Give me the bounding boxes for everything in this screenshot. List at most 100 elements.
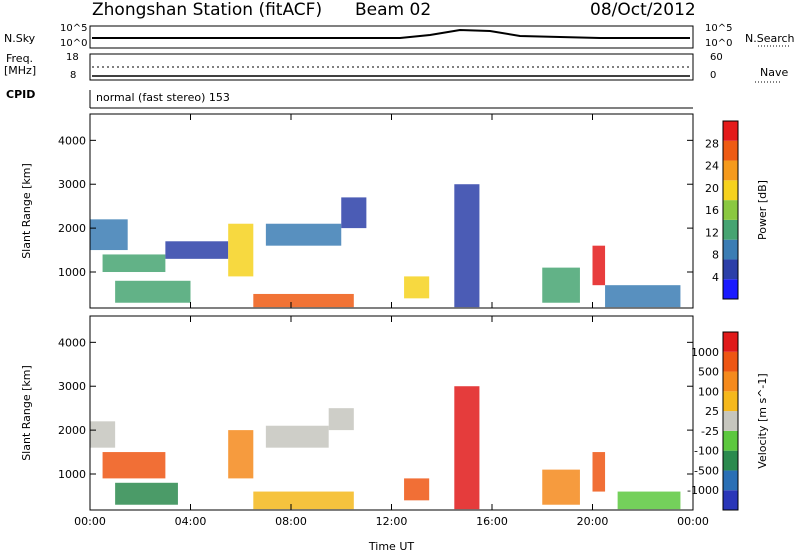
nsky-trace (92, 28, 690, 39)
velocity-region-10 (592, 452, 606, 492)
velocity-region-6 (328, 408, 354, 431)
velocity-region-8 (454, 386, 480, 510)
power-region-8 (404, 276, 430, 299)
nsky-label: N.Sky (4, 32, 36, 45)
power-colorbar-seg-5 (723, 180, 738, 201)
nsearch-label: N.Search (745, 32, 795, 45)
velocity-colorbar-seg-6 (723, 371, 738, 392)
power-region-7 (341, 197, 367, 229)
xtick-label-1: 04:00 (175, 515, 207, 528)
nsearch-tick-top: 10^5 (705, 23, 733, 34)
power-colorbar-label-0: 28 (705, 137, 719, 150)
nave-label: Nave (760, 66, 789, 79)
cpid-text: normal (fast stereo) 153 (96, 91, 230, 104)
power-colorbar-seg-0 (723, 279, 738, 299)
power-region-12 (605, 285, 681, 308)
power-region-6 (265, 223, 342, 246)
velocity-region-3 (228, 430, 254, 479)
freq-label-1: Freq. (6, 52, 34, 65)
velocity-colorbar-title: Velocity [m s^-1] (756, 373, 769, 468)
velocity-colorbar-seg-5 (723, 391, 738, 412)
velocity-colorbar-label-2: 100 (698, 385, 719, 398)
velocity-region-1 (102, 452, 166, 479)
velocity-colorbar-seg-2 (723, 450, 738, 471)
station-title: Zhongshan Station (fitACF) (92, 0, 323, 20)
freq-tick-bottom: 8 (70, 70, 77, 81)
freq-panel-frame (89, 53, 694, 81)
velocity-region-7 (404, 478, 430, 501)
velocity-region-11 (617, 491, 681, 510)
power-colorbar-label-4: 12 (705, 226, 719, 239)
power-region-10 (542, 267, 580, 303)
power-region-2 (115, 280, 191, 303)
power-region-3 (165, 241, 229, 259)
power-colorbar-seg-4 (723, 200, 738, 220)
xtick-label-6: 00:00 (677, 515, 709, 528)
beam-title: Beam 02 (355, 0, 432, 20)
power-colorbar-label-2: 20 (705, 182, 719, 195)
velocity-ytick-label-1: 2000 (58, 424, 86, 437)
xtick-label-5: 20:00 (577, 515, 609, 528)
velocity-region-5 (265, 425, 329, 448)
nsky-tick-bottom: 10^0 (60, 38, 88, 49)
power-ytick-label-3: 4000 (58, 134, 86, 147)
power-ylabel: Slant Range [km] (20, 163, 33, 259)
power-colorbar-seg-2 (723, 239, 738, 260)
velocity-colorbar-seg-8 (723, 332, 738, 352)
velocity-colorbar-seg-3 (723, 430, 738, 451)
power-colorbar-frame (722, 120, 739, 300)
xtick-label-3: 12:00 (376, 515, 408, 528)
power-colorbar-seg-6 (723, 160, 738, 181)
velocity-colorbar-label-7: -1000 (687, 484, 719, 497)
velocity-colorbar-label-3: 25 (705, 405, 719, 418)
xtick-label-4: 16:00 (476, 515, 508, 528)
velocity-region-4 (253, 491, 354, 510)
velocity-region-0 (90, 421, 116, 448)
velocity-colorbar-label-1: 500 (698, 366, 719, 379)
power-region-9 (454, 184, 480, 308)
nave-tick-bottom: 0 (710, 70, 717, 81)
velocity-colorbar-label-0: 1000 (691, 346, 719, 359)
freq-label-2: [MHz] (4, 64, 37, 77)
power-colorbar-seg-8 (723, 121, 738, 141)
power-ytick-label-1: 2000 (58, 222, 86, 235)
power-region-0 (90, 219, 128, 251)
nsearch-tick-bottom: 10^0 (705, 38, 733, 49)
power-region-1 (102, 254, 166, 273)
power-region-11 (592, 245, 606, 286)
nsky-panel-frame (89, 25, 694, 49)
velocity-ylabel: Slant Range [km] (20, 365, 33, 461)
velocity-ytick-label-0: 1000 (58, 468, 86, 481)
cpid-label: CPID (6, 88, 36, 101)
velocity-ytick-label-3: 4000 (58, 336, 86, 349)
power-colorbar-title: Power [dB] (756, 180, 769, 240)
power-region-4 (228, 223, 254, 277)
nave-tick-top: 60 (710, 52, 723, 63)
velocity-colorbar-seg-1 (723, 470, 738, 491)
velocity-colorbar-seg-7 (723, 351, 738, 372)
power-ytick-label-2: 3000 (58, 178, 86, 191)
power-ytick-label-0: 1000 (58, 266, 86, 279)
power-colorbar-label-5: 8 (712, 249, 719, 262)
date-title: 08/Oct/2012 (590, 0, 696, 20)
xaxis-label: Time UT (368, 540, 414, 553)
xtick-label-0: 00:00 (74, 515, 106, 528)
velocity-colorbar-frame (722, 331, 739, 511)
velocity-colorbar-seg-0 (723, 490, 738, 510)
power-colorbar-label-6: 4 (712, 271, 719, 284)
freq-tick-top: 18 (66, 52, 79, 63)
velocity-colorbar-seg-4 (723, 411, 738, 431)
velocity-colorbar-label-5: -100 (694, 445, 719, 458)
power-colorbar-seg-7 (723, 140, 738, 161)
velocity-ytick-label-2: 3000 (58, 380, 86, 393)
power-region-5 (253, 293, 354, 308)
velocity-region-2 (115, 482, 178, 505)
power-colorbar-seg-1 (723, 259, 738, 280)
power-colorbar-label-3: 16 (705, 204, 719, 217)
velocity-colorbar-label-6: -500 (694, 464, 719, 477)
nsky-tick-top: 10^5 (60, 23, 88, 34)
velocity-colorbar-label-4: -25 (701, 425, 719, 438)
power-colorbar-seg-3 (723, 219, 738, 240)
power-colorbar-label-1: 24 (705, 160, 719, 173)
